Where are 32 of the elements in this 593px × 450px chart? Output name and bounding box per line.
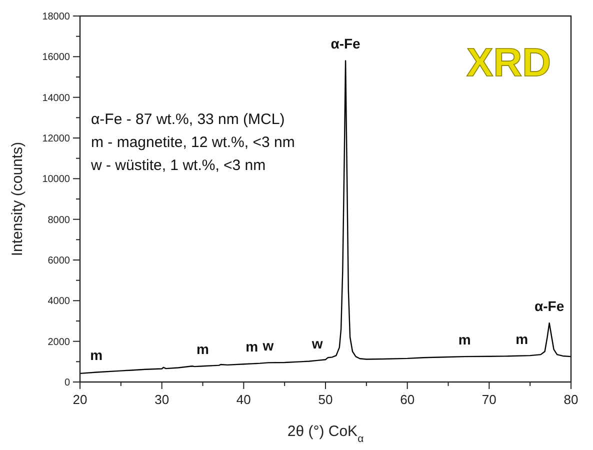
annotation: m [246,338,258,355]
x-tick-label: 80 [564,392,578,407]
y-tick-label: 10000 [42,174,70,186]
annotation: α-Fe [330,36,361,52]
annotation: w [262,338,274,354]
annotation: α-Fe - 87 wt.%, 33 nm (MCL) [91,111,285,128]
annotation: w - wüstite, 1 wt.%, <3 nm [90,157,266,174]
annotation: m - magnetite, 12 wt.%, <3 nm [91,134,295,151]
annotation: w [310,335,323,352]
annotation: m [516,330,528,347]
annotation: m [458,332,471,348]
x-tick-label: 40 [236,392,251,407]
x-tick-label: 70 [482,392,496,407]
x-axis-title: 2θ (°) CoK$_{α}$ [287,423,364,445]
y-tick-label: 4000 [48,296,70,308]
x-tick-label: 60 [400,392,415,407]
x-tick-label: 20 [72,392,88,407]
y-tick-label: 6000 [48,256,70,266]
y-axis-title: Intensity (counts) [9,142,26,256]
annotation: m [196,341,209,358]
y-tick-label: 8000 [48,214,70,226]
y-tick-label: 12000 [42,134,70,144]
text: XRD [466,41,551,85]
annotation: m [90,347,103,364]
x-tick-label: 50 [318,392,333,407]
y-tick-label: 0 [64,378,70,388]
y-tick-label: 18000 [42,12,70,22]
x-tick-label: 30 [154,392,170,407]
y-tick-label: 16000 [42,52,70,64]
y-tick-label: 2000 [48,336,70,348]
annotation: α-Fe [534,298,564,314]
y-tick-label: 14000 [42,92,70,104]
